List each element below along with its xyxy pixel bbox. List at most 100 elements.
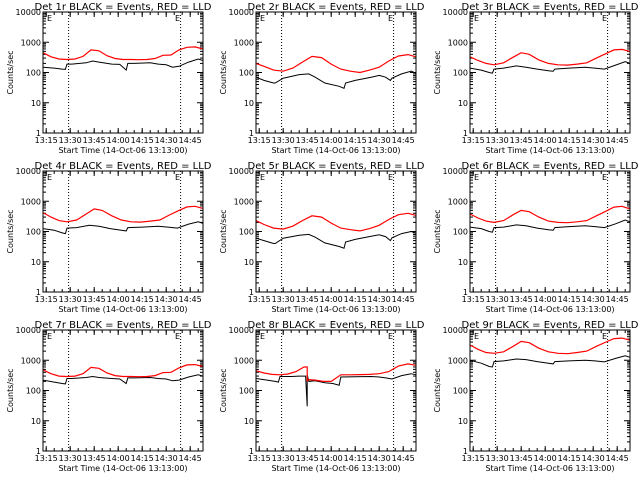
y-tick-label: 1	[249, 288, 254, 297]
marker-e-left: E	[474, 332, 479, 341]
x-tick-label: 13:30	[486, 454, 509, 463]
plot-title: Det 9r BLACK = Events, RED = LLD	[462, 320, 639, 331]
y-tick-label: 1	[249, 129, 254, 138]
x-axis-label: Start Time (14-Oct-06 13:13:00)	[485, 464, 614, 473]
y-tick-label: 10000	[229, 326, 254, 335]
y-tick-label: 10	[31, 258, 41, 267]
x-tick-label: 13:15	[35, 136, 58, 145]
x-tick-label: 13:30	[486, 136, 509, 145]
y-tick-label: 1000	[448, 356, 468, 365]
y-axis-label: Counts/sec	[433, 50, 442, 94]
detector-plot-1: Det 1r BLACK = Events, RED = LLD 1 10 100 10…	[6, 2, 212, 155]
x-tick-label: 13:15	[462, 454, 485, 463]
x-tick-label: 13:30	[59, 136, 82, 145]
marker-e-left: E	[260, 14, 265, 23]
x-axis-label: Start Time (14-Oct-06 13:13:00)	[271, 305, 400, 314]
y-tick-label: 1000	[21, 197, 41, 206]
x-axis-label: Start Time (14-Oct-06 13:13:00)	[271, 146, 400, 155]
x-tick-label: 14:00	[107, 136, 130, 145]
lld-series-line	[469, 48, 631, 66]
marker-e-left: E	[47, 14, 52, 23]
plot-frame	[469, 11, 631, 134]
y-tick-label: 1	[36, 447, 41, 456]
y-tick-label: 10	[31, 417, 41, 426]
x-axis-label: Start Time (14-Oct-06 13:13:00)	[58, 464, 187, 473]
y-tick-label: 10	[244, 417, 254, 426]
x-tick-label: 13:15	[462, 136, 485, 145]
x-tick-label: 14:30	[582, 454, 605, 463]
marker-e-left: E	[47, 173, 52, 182]
marker-e-right: E	[175, 14, 180, 23]
plot-title: Det 3r BLACK = Events, RED = LLD	[462, 2, 639, 13]
y-tick-label: 1	[463, 447, 468, 456]
y-axis-label: Counts/sec	[219, 209, 228, 253]
plot-frame	[42, 170, 204, 293]
events-series-line	[469, 61, 631, 74]
x-tick-label: 13:45	[296, 295, 319, 304]
y-axis-label: Counts/sec	[219, 50, 228, 94]
plot-frame	[469, 329, 631, 452]
x-tick-label: 13:30	[59, 295, 82, 304]
y-tick-label: 10	[31, 99, 41, 108]
x-tick-label: 14:15	[131, 454, 154, 463]
x-tick-label: 14:00	[534, 454, 557, 463]
marker-e-left: E	[474, 173, 479, 182]
y-tick-label: 1	[249, 447, 254, 456]
x-tick-label: 14:45	[179, 454, 202, 463]
marker-e-right: E	[175, 173, 180, 182]
x-tick-label: 13:15	[248, 295, 271, 304]
y-tick-label: 100	[26, 69, 41, 78]
events-series-line	[42, 374, 204, 385]
x-tick-label: 14:00	[320, 454, 343, 463]
x-tick-label: 13:45	[83, 136, 106, 145]
y-tick-label: 100	[453, 228, 468, 237]
y-tick-label: 100	[239, 387, 254, 396]
y-tick-label: 1000	[21, 356, 41, 365]
x-tick-label: 14:00	[320, 136, 343, 145]
x-tick-label: 13:30	[59, 454, 82, 463]
y-tick-label: 10000	[16, 326, 41, 335]
y-tick-label: 10000	[16, 8, 41, 17]
y-tick-label: 100	[26, 228, 41, 237]
lld-series-line	[255, 212, 417, 232]
x-tick-label: 13:45	[83, 454, 106, 463]
y-tick-label: 100	[239, 69, 254, 78]
x-tick-label: 14:00	[534, 136, 557, 145]
x-tick-label: 14:15	[558, 454, 581, 463]
marker-e-right: E	[388, 173, 393, 182]
plot-frame	[42, 329, 204, 452]
y-tick-label: 10000	[443, 8, 468, 17]
detector-plot-3: Det 3r BLACK = Events, RED = LLD 1 10 100 10…	[433, 2, 639, 155]
y-tick-label: 100	[239, 228, 254, 237]
y-tick-label: 10	[244, 99, 254, 108]
detector-plot-8: Det 8r BLACK = Events, RED = LLD 1 10 100 10…	[219, 320, 425, 473]
lld-series-line	[469, 337, 631, 355]
x-tick-label: 14:45	[606, 136, 629, 145]
y-tick-label: 1000	[234, 38, 254, 47]
y-tick-label: 1	[463, 129, 468, 138]
lld-series-line	[255, 53, 417, 74]
y-axis-label: Counts/sec	[219, 368, 228, 412]
plot-title: Det 5r BLACK = Events, RED = LLD	[248, 161, 425, 172]
marker-e-right: E	[602, 332, 607, 341]
x-tick-label: 14:00	[107, 454, 130, 463]
marker-e-right: E	[602, 173, 607, 182]
x-tick-label: 14:45	[179, 295, 202, 304]
x-tick-label: 14:15	[558, 136, 581, 145]
plot-title: Det 8r BLACK = Events, RED = LLD	[248, 320, 425, 331]
marker-e-right: E	[602, 14, 607, 23]
x-axis-label: Start Time (14-Oct-06 13:13:00)	[271, 464, 400, 473]
y-axis-label: Counts/sec	[6, 209, 15, 253]
y-tick-label: 100	[453, 69, 468, 78]
x-axis-label: Start Time (14-Oct-06 13:13:00)	[58, 146, 187, 155]
x-axis-label: Start Time (14-Oct-06 13:13:00)	[58, 305, 187, 314]
y-tick-label: 10000	[443, 167, 468, 176]
x-tick-label: 14:30	[582, 136, 605, 145]
events-series-line	[469, 355, 631, 368]
plot-frame	[42, 11, 204, 134]
events-series-line	[469, 219, 631, 233]
plot-frame	[469, 170, 631, 293]
y-tick-label: 100	[26, 387, 41, 396]
y-axis-label: Counts/sec	[433, 368, 442, 412]
